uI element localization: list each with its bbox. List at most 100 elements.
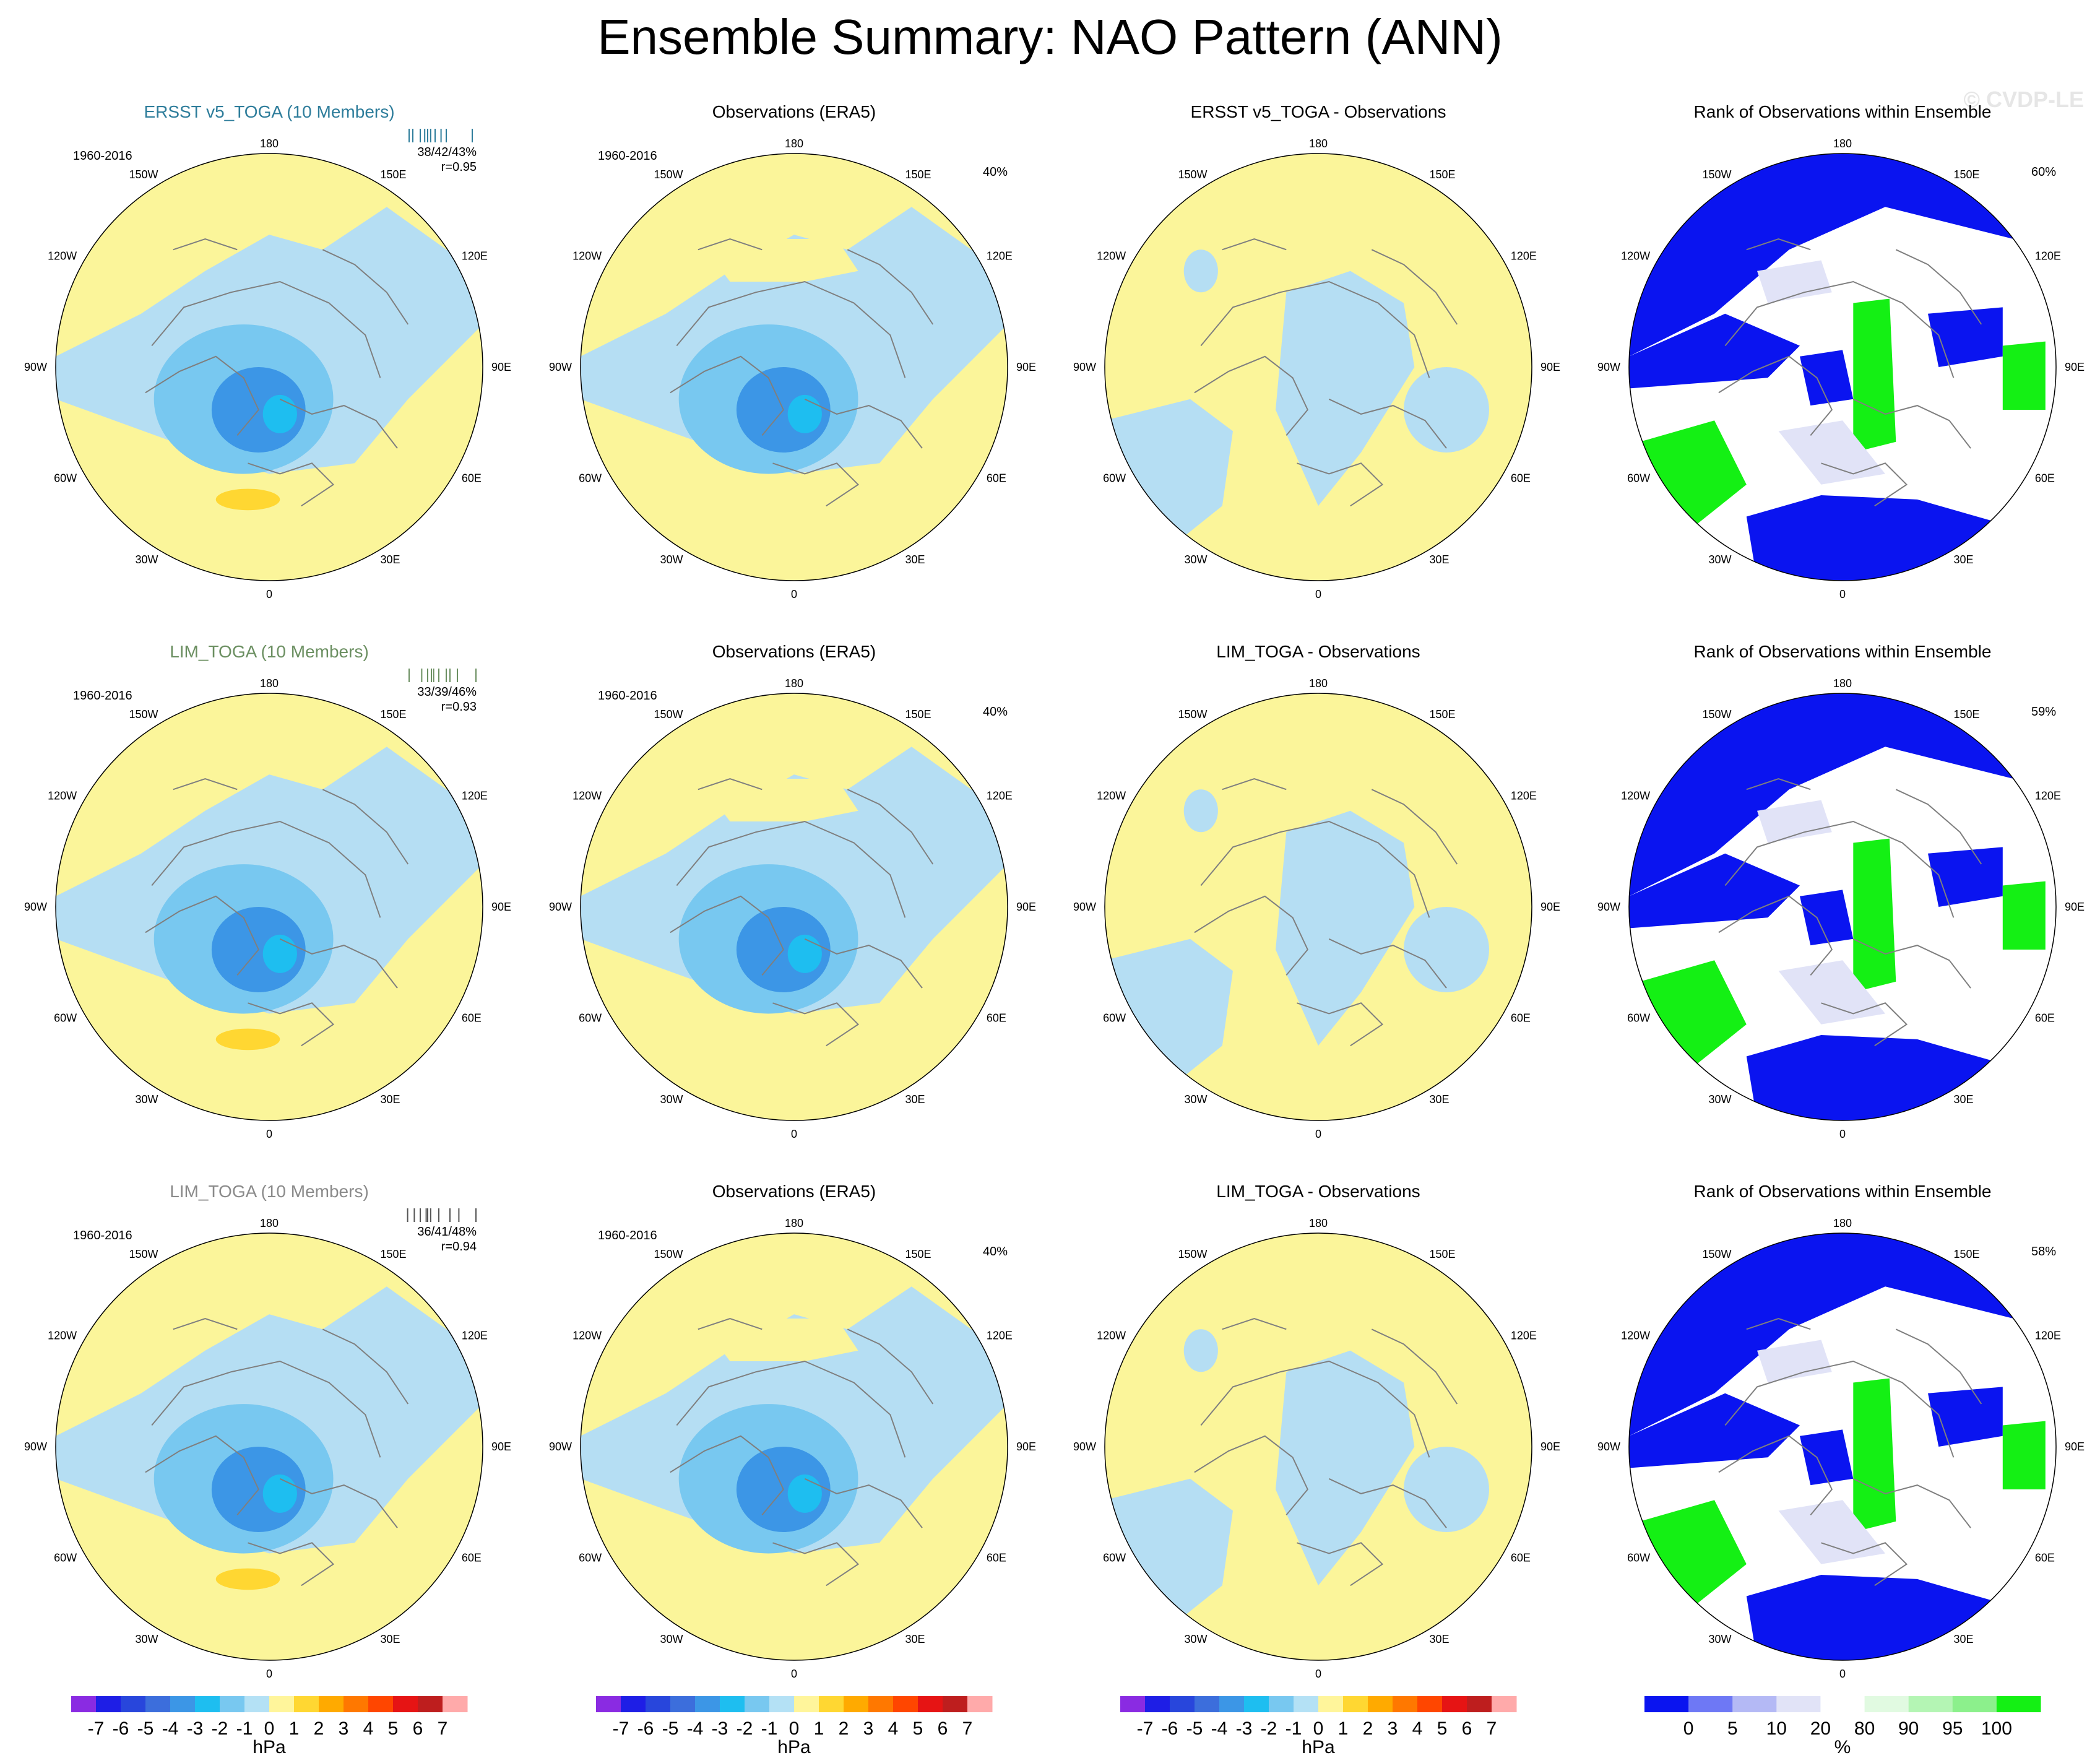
map-field xyxy=(1629,1233,2056,1660)
lon-label-180: 180 xyxy=(1833,677,1852,690)
variance-label: 40% xyxy=(983,1245,1008,1258)
lon-label-90E: 90E xyxy=(491,1440,511,1453)
colorbar-swatch xyxy=(1688,1696,1733,1712)
lon-label-0: 0 xyxy=(1839,1668,1846,1680)
lon-label-60W: 60W xyxy=(579,472,602,485)
coastline xyxy=(145,355,259,436)
hpa-colorbar: -7 -6 -5 -4 -3 -2 -1 0 1 2 3 4 5 6 7 hPa xyxy=(71,1696,468,1757)
colorbar-tick-label: -3 xyxy=(187,1718,204,1739)
map-field xyxy=(56,1233,483,1660)
map-field xyxy=(581,154,1008,581)
colorbar-swatch xyxy=(121,1696,146,1712)
colorbar-swatch xyxy=(1343,1696,1368,1712)
field-contour-core xyxy=(262,1474,297,1513)
lon-label-150E: 150E xyxy=(1954,708,1980,721)
colorbar-swatch xyxy=(1908,1696,1953,1712)
lon-label-30E: 30E xyxy=(381,1633,400,1645)
coastline xyxy=(145,1435,259,1516)
lon-label-30W: 30W xyxy=(660,1633,683,1645)
field-region-positive xyxy=(215,488,280,511)
period-label: 1960-2016 xyxy=(73,689,132,703)
colorbar-tick-label: -5 xyxy=(1186,1718,1203,1739)
lon-label-0: 0 xyxy=(791,1668,797,1680)
rank-region-mid xyxy=(1778,1500,1885,1564)
colorbar-swatch xyxy=(96,1696,121,1712)
lon-label-60W: 60W xyxy=(579,1552,602,1564)
lon-label-0: 0 xyxy=(791,588,797,600)
coastline xyxy=(1371,1328,1458,1405)
coastline xyxy=(847,1328,934,1405)
lon-label-30E: 30E xyxy=(905,1093,925,1106)
lon-label-30W: 30W xyxy=(1184,553,1207,566)
lon-label-120W: 120W xyxy=(1097,1330,1126,1342)
colorbar-tick-label: 7 xyxy=(962,1718,973,1739)
colorbar-swatch xyxy=(1269,1696,1294,1712)
map-boundary xyxy=(1628,1232,2057,1661)
colorbar-tick-label: 3 xyxy=(339,1718,349,1739)
rank-region-high xyxy=(2002,341,2046,410)
lon-label-30E: 30E xyxy=(1430,1093,1450,1106)
coastline xyxy=(1821,1002,1908,1047)
coastline xyxy=(670,895,784,976)
lon-label-150W: 150W xyxy=(1702,1248,1731,1260)
colorbar-swatch xyxy=(1417,1696,1443,1712)
period-label: 1960-2016 xyxy=(73,149,132,163)
lon-label-0: 0 xyxy=(1315,1128,1321,1140)
colorbar-tick-label: -2 xyxy=(1261,1718,1277,1739)
lon-label-120W: 120W xyxy=(1621,1330,1650,1342)
colorbar-tick-label: -4 xyxy=(687,1718,704,1739)
colorbar-swatch xyxy=(1195,1696,1220,1712)
colorbar-tick-label: 0 xyxy=(1313,1718,1324,1739)
lon-label-180: 180 xyxy=(785,1217,803,1229)
rank-region-mid xyxy=(1757,260,1832,303)
colorbar-swatch xyxy=(670,1696,696,1712)
panel-title: Rank of Observations within Ensemble xyxy=(1694,102,1992,121)
coastline xyxy=(1746,238,1811,251)
field-contour-core xyxy=(787,1474,822,1513)
map-rank-1: 180 150W 150E 120W 120E 90W 90E 60W 60E 30W 30E 0 xyxy=(1597,137,2085,600)
panel-title: LIM_TOGA - Observations xyxy=(1216,1182,1420,1201)
lon-label-30E: 30E xyxy=(905,1633,925,1645)
coastline xyxy=(772,462,860,507)
coastline xyxy=(1852,1478,1971,1528)
coastline xyxy=(151,1360,381,1458)
colorbar-tick-label: -7 xyxy=(88,1718,105,1739)
colorbar-swatch xyxy=(1294,1696,1319,1712)
lon-label-180: 180 xyxy=(785,677,803,690)
field-region-negative xyxy=(1183,249,1218,293)
map-obs-1: 180 150W 150E 120W 120E 90W 90E 60W 60E 30W 30E 0 xyxy=(549,137,1036,600)
variance-label: 60% xyxy=(2031,165,2056,179)
colorbar-tick-label: 4 xyxy=(1412,1718,1423,1739)
lon-label-150E: 150E xyxy=(1954,1248,1980,1260)
colorbar-tick-label: 6 xyxy=(938,1718,948,1739)
period-label: 1960-2016 xyxy=(598,149,657,163)
coastline xyxy=(1718,1435,1833,1516)
colorbar-swatch xyxy=(1492,1696,1517,1712)
coastline xyxy=(1746,778,1811,791)
rank-region-low xyxy=(1746,1035,1992,1120)
rank-region-low xyxy=(1800,890,1854,946)
colorbar-swatch xyxy=(967,1696,993,1712)
map-rank-3: 180 150W 150E 120W 120E 90W 90E 60W 60E 30W 30E 0 xyxy=(1597,1217,2085,1680)
colorbar-tick-label: -7 xyxy=(1137,1718,1154,1739)
map-field xyxy=(1105,1233,1532,1660)
coastline xyxy=(1297,462,1384,507)
field-contour-core xyxy=(787,394,822,433)
lon-label-60W: 60W xyxy=(1103,472,1126,485)
coastline xyxy=(1194,895,1308,976)
coastline xyxy=(1724,1360,1955,1458)
lon-label-120W: 120W xyxy=(1097,790,1126,802)
lon-label-120E: 120E xyxy=(2035,250,2061,262)
lon-label-120E: 120E xyxy=(987,1330,1013,1342)
lon-label-180: 180 xyxy=(1309,677,1328,690)
panel-title: LIM_TOGA (10 Members) xyxy=(170,1182,369,1201)
colorbar-swatch xyxy=(393,1696,418,1712)
colorbar-unit-label: hPa xyxy=(777,1737,811,1757)
coastline xyxy=(1852,938,1971,989)
coastline xyxy=(151,820,381,918)
map-diff-2: 180 150W 150E 120W 120E 90W 90E 60W 60E 30W 30E 0 xyxy=(1073,677,1560,1140)
variance-label: 58% xyxy=(2031,1245,2056,1258)
lon-label-90W: 90W xyxy=(1073,1440,1096,1453)
hpa-colorbar: -7 -6 -5 -4 -3 -2 -1 0 1 2 3 4 5 6 7 hPa xyxy=(1120,1696,1517,1757)
colorbar-tick-label: 1 xyxy=(814,1718,824,1739)
